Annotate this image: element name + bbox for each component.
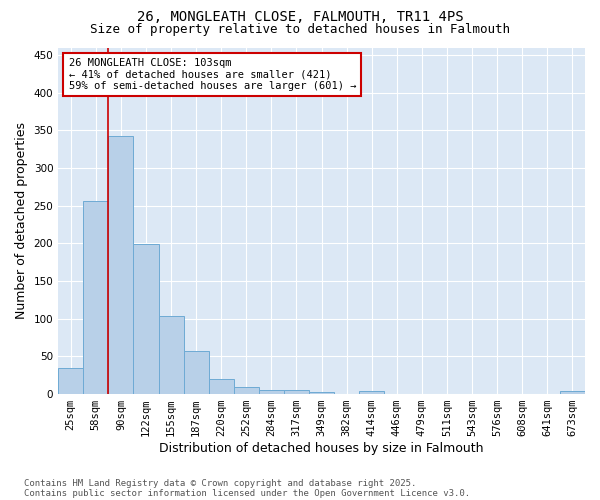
Bar [234, 386, 259, 394]
X-axis label: Distribution of detached houses by size in Falmouth: Distribution of detached houses by size … [160, 442, 484, 455]
Bar [184, 351, 209, 394]
Bar [109, 136, 133, 394]
Bar [259, 390, 284, 394]
Text: 26, MONGLEATH CLOSE, FALMOUTH, TR11 4PS: 26, MONGLEATH CLOSE, FALMOUTH, TR11 4PS [137, 10, 463, 24]
Bar [83, 201, 109, 394]
Bar [158, 316, 184, 394]
Bar [309, 392, 334, 394]
Text: Contains public sector information licensed under the Open Government Licence v3: Contains public sector information licen… [24, 488, 470, 498]
Bar [209, 379, 234, 394]
Y-axis label: Number of detached properties: Number of detached properties [15, 122, 28, 320]
Bar [58, 368, 83, 394]
Text: 26 MONGLEATH CLOSE: 103sqm
← 41% of detached houses are smaller (421)
59% of sem: 26 MONGLEATH CLOSE: 103sqm ← 41% of deta… [69, 58, 356, 91]
Bar [560, 391, 585, 394]
Text: Contains HM Land Registry data © Crown copyright and database right 2025.: Contains HM Land Registry data © Crown c… [24, 478, 416, 488]
Bar [284, 390, 309, 394]
Bar [359, 391, 385, 394]
Text: Size of property relative to detached houses in Falmouth: Size of property relative to detached ho… [90, 22, 510, 36]
Bar [133, 244, 158, 394]
